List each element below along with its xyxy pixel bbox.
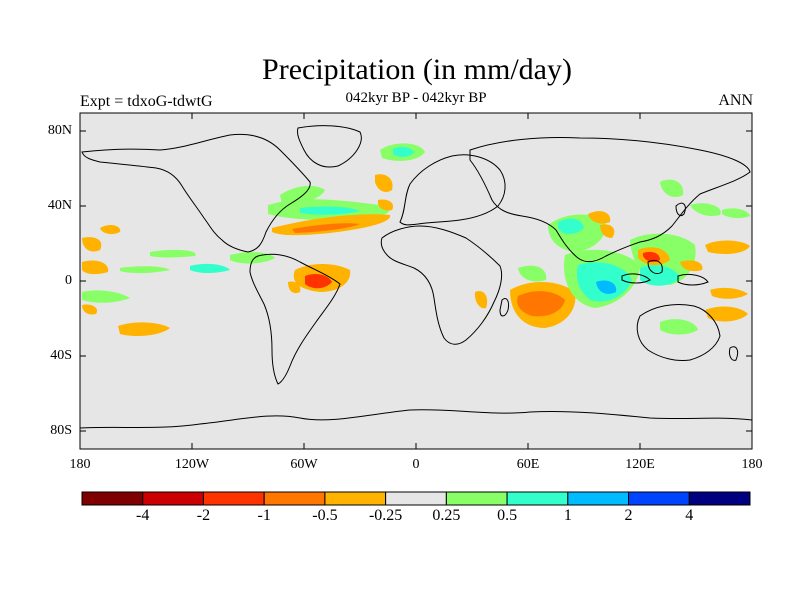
season-label: ANN bbox=[718, 92, 753, 109]
patch-west-pacific-red bbox=[643, 251, 660, 263]
lat-label-40s: 40S bbox=[50, 348, 72, 363]
lat-label-80s: 80S bbox=[50, 423, 72, 438]
patch-north-pacific-green-2 bbox=[690, 203, 721, 216]
patch-north-pacific-green bbox=[660, 179, 684, 198]
patch-south-pacific-orange bbox=[118, 322, 170, 336]
map-title: Precipitation (in mm/day) bbox=[262, 53, 572, 86]
colorbar-label: -2 bbox=[196, 507, 211, 524]
patch-arabian-sea-cyan bbox=[558, 218, 584, 234]
patch-tropical-atlantic-red bbox=[305, 274, 332, 289]
patch-madagascar-orange bbox=[474, 290, 488, 309]
period-label: 042kyr BP - 042kyr BP bbox=[345, 90, 487, 106]
patch-east-indian-blue bbox=[596, 280, 617, 294]
patch-south-indian-red bbox=[517, 291, 565, 317]
coast-indonesia bbox=[621, 273, 651, 284]
patch-pacific-orange-nw bbox=[100, 225, 121, 235]
patch-north-atlantic-orange-2 bbox=[375, 174, 393, 193]
lat-label-40n: 40N bbox=[47, 198, 72, 213]
patch-east-africa-green bbox=[518, 265, 547, 282]
lon-label-180w: 180 bbox=[69, 457, 91, 472]
anomaly-patches bbox=[82, 143, 750, 336]
colorbar bbox=[81, 491, 751, 506]
patch-dateline-green bbox=[722, 208, 750, 219]
coastlines bbox=[79, 125, 753, 429]
coast-borneo bbox=[647, 259, 663, 275]
coast-africa bbox=[380, 225, 503, 345]
coast-japan bbox=[675, 202, 686, 217]
colorbar-swatch bbox=[81, 491, 144, 506]
coast-south-america bbox=[249, 253, 341, 385]
patch-east-pacific-cyan bbox=[190, 263, 230, 273]
patch-amazon-orange bbox=[288, 281, 301, 294]
patch-north-atlantic-cyan-core bbox=[300, 206, 360, 215]
colorbar-swatch bbox=[263, 491, 326, 506]
colorbar-label: 0.25 bbox=[432, 507, 461, 524]
lon-label-120e: 120E bbox=[625, 457, 655, 472]
coast-asia bbox=[469, 137, 751, 263]
patch-central-pacific-green bbox=[120, 266, 170, 274]
colorbar-swatch bbox=[506, 491, 569, 506]
coast-greenland bbox=[297, 125, 362, 168]
lon-label-60w: 60W bbox=[290, 457, 318, 472]
patch-bay-of-bengal-orange bbox=[600, 224, 615, 238]
patch-australia-green bbox=[660, 319, 698, 335]
colorbar-label: 4 bbox=[685, 507, 694, 524]
coast-europe bbox=[399, 154, 506, 226]
colorbar-swatch bbox=[567, 491, 630, 506]
lon-label-180e: 180 bbox=[741, 457, 763, 472]
coast-north-america bbox=[81, 133, 311, 253]
colorbar-swatch bbox=[385, 491, 447, 506]
coast-antarctica bbox=[79, 409, 753, 429]
patch-iceland-core bbox=[393, 146, 414, 157]
tick-marks bbox=[80, 113, 752, 449]
colorbar-swatch bbox=[445, 491, 508, 506]
coast-australia bbox=[636, 303, 721, 361]
map-background bbox=[80, 113, 752, 449]
coast-madagascar bbox=[499, 297, 509, 317]
patch-pacific-orange-right-2 bbox=[680, 260, 703, 272]
lat-label-0: 0 bbox=[65, 273, 72, 288]
colorbar-label: -0.25 bbox=[368, 507, 403, 524]
colorbar-label: 0.5 bbox=[497, 507, 518, 524]
patch-west-pacific-orange-left bbox=[82, 237, 102, 252]
patch-south-pacific-orange-right bbox=[705, 306, 748, 322]
colorbar-label: -0.5 bbox=[312, 507, 338, 524]
patch-south-pacific-green bbox=[82, 290, 130, 303]
coast-new-zealand bbox=[729, 346, 739, 361]
patch-azores bbox=[377, 199, 394, 211]
patch-india-orange bbox=[588, 211, 611, 224]
lat-label-80n: 80N bbox=[47, 123, 72, 138]
colorbar-label: 2 bbox=[624, 507, 633, 524]
colorbar-label: 1 bbox=[563, 507, 572, 524]
patch-south-pacific-orange-right-2 bbox=[710, 287, 748, 299]
colorbar-swatch bbox=[628, 491, 690, 506]
colorbar-swatch bbox=[688, 491, 751, 506]
lon-label-120w: 120W bbox=[174, 457, 210, 472]
colorbar-swatch bbox=[142, 491, 204, 506]
experiment-label: Expt = tdxoG-tdwtG bbox=[80, 93, 213, 110]
colorbar-label: -4 bbox=[136, 507, 150, 524]
coast-new-guinea bbox=[677, 273, 709, 286]
lon-label-0: 0 bbox=[412, 457, 420, 472]
patch-south-pacific-orange-2 bbox=[82, 304, 98, 315]
patch-north-atlantic-red bbox=[292, 223, 360, 233]
lon-label-60e: 60E bbox=[516, 457, 540, 472]
patch-east-pacific-green bbox=[150, 249, 196, 258]
patch-pacific-orange-right bbox=[705, 240, 750, 254]
patch-dateline-orange bbox=[82, 260, 109, 275]
colorbar-swatch bbox=[324, 491, 387, 506]
colorbar-swatch bbox=[202, 491, 265, 506]
colorbar-label: -1 bbox=[257, 507, 271, 524]
